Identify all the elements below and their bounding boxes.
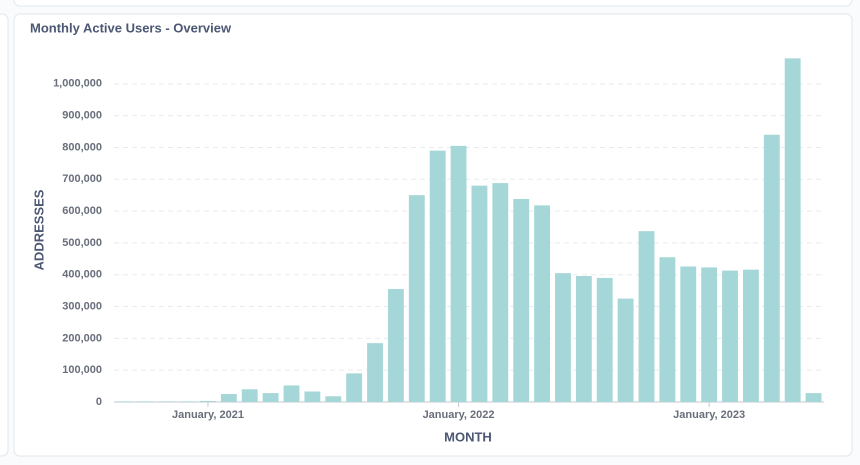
y-tick-label: 400,000	[62, 269, 102, 281]
bar	[638, 231, 655, 402]
chart-title: Monthly Active Users - Overview	[30, 20, 232, 35]
x-tick-label: January, 2021	[172, 409, 244, 421]
bar	[784, 58, 801, 402]
bar	[680, 266, 697, 402]
bar	[701, 267, 718, 402]
bar	[137, 401, 154, 402]
bar	[325, 396, 342, 402]
bar	[283, 385, 300, 402]
card-above	[13, 0, 853, 7]
y-tick-label: 300,000	[62, 300, 102, 312]
bar	[200, 401, 216, 402]
bar	[575, 276, 592, 402]
bar	[513, 199, 530, 402]
bar	[742, 269, 759, 402]
bar	[116, 401, 133, 402]
bar	[763, 134, 780, 402]
x-tick-label: January, 2023	[673, 409, 745, 421]
x-tick-label: January, 2022	[423, 409, 495, 421]
y-axis-title: ADDRESSES	[31, 189, 46, 270]
y-tick-label: 800,000	[62, 141, 102, 153]
bar	[220, 394, 237, 402]
bar	[429, 150, 446, 402]
bar	[722, 270, 738, 402]
bar	[555, 273, 571, 402]
bar	[534, 205, 551, 402]
bar	[471, 185, 488, 402]
bar	[596, 277, 613, 402]
bar	[346, 373, 363, 402]
bar	[367, 343, 383, 402]
y-tick-label: 100,000	[62, 364, 102, 376]
bar	[262, 393, 279, 402]
y-tick-label: 700,000	[62, 173, 102, 185]
x-axis-title: MONTH	[444, 429, 492, 444]
y-tick-label: 600,000	[62, 205, 102, 217]
bar	[492, 183, 509, 402]
bar	[617, 298, 634, 402]
y-tick-label: 1,000,000	[53, 78, 102, 90]
card-left	[0, 13, 9, 457]
y-tick-label: 900,000	[62, 110, 102, 122]
bar	[408, 195, 425, 402]
y-tick-label: 0	[96, 396, 102, 408]
bar	[387, 289, 404, 402]
bar	[805, 393, 822, 402]
bar	[659, 257, 676, 402]
bar	[179, 401, 196, 402]
bar	[450, 145, 467, 402]
bar	[304, 391, 321, 402]
bar	[158, 401, 175, 402]
y-tick-label: 500,000	[62, 237, 102, 249]
y-tick-label: 200,000	[62, 332, 102, 344]
bar	[241, 389, 258, 402]
